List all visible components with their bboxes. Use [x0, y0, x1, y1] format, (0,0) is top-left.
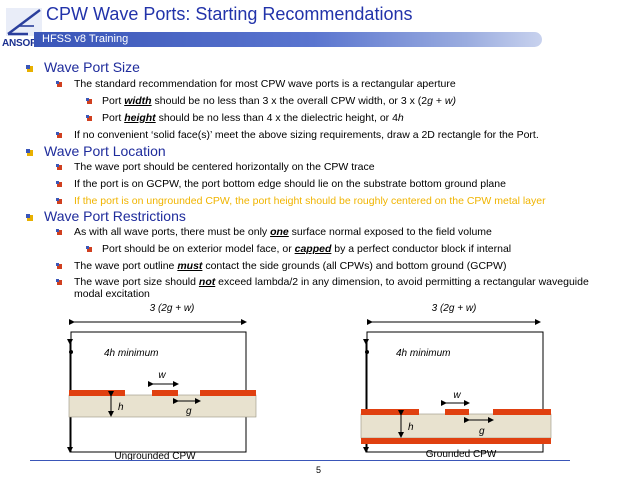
right-w-label: w	[453, 390, 461, 401]
grounded-cpw-diagram: 3 (2g + w) 4h minimum w h g Grounded CPW	[360, 303, 552, 460]
sub-bullet-icon	[56, 132, 62, 138]
ungrounded-cpw-diagram: 3 (2g + w) 4h minimum w h g Ungrounded C…	[67, 303, 257, 462]
restrictions-line-3: The wave port outline must contact the s…	[74, 260, 507, 272]
sub-bullet-icon	[56, 81, 62, 87]
section-heading-restrictions: Wave Port Restrictions	[44, 208, 186, 224]
sub-sub-bullet-icon	[86, 246, 92, 252]
left-ground-left	[69, 390, 125, 396]
right-caption: Grounded CPW	[426, 449, 497, 460]
right-ground-left	[361, 409, 419, 415]
left-w-label: w	[158, 370, 166, 381]
square-bullet-icon	[26, 65, 33, 72]
sub-bullet-icon	[56, 181, 62, 187]
left-g-label: g	[186, 406, 192, 417]
size-line-1: The standard recommendation for most CPW…	[74, 78, 456, 90]
square-bullet-icon	[26, 149, 33, 156]
left-center-trace	[152, 390, 178, 396]
restrictions-line-4: The wave port size should not exceed lam…	[74, 276, 589, 288]
left-width-label: 3 (2g + w)	[150, 303, 195, 314]
header-bar: HFSS v8 Training	[34, 32, 542, 47]
sub-bullet-icon	[56, 263, 62, 269]
size-line-4: If no convenient ‘solid face(s)’ meet th…	[74, 129, 539, 141]
square-bullet-icon	[26, 214, 33, 221]
right-width-label: 3 (2g + w)	[432, 303, 477, 314]
sub-bullet-icon	[56, 164, 62, 170]
section-heading-location: Wave Port Location	[44, 143, 166, 159]
logo-text: ANSOFT	[2, 38, 42, 49]
left-ground-right	[200, 390, 256, 396]
cpw-diagrams: 3 (2g + w) 4h minimum w h g Ungrounded C…	[67, 303, 552, 462]
location-line-2: If the port is on GCPW, the port bottom …	[74, 178, 506, 190]
left-substrate	[68, 394, 257, 418]
right-bottom-ground	[361, 438, 551, 444]
right-ground-right	[493, 409, 551, 415]
right-center-trace	[445, 409, 469, 415]
size-line-2: Port width should be no less than 3 x th…	[102, 95, 456, 107]
restrictions-line-2: Port should be on exterior model face, o…	[102, 243, 512, 255]
ansoft-logo-icon	[6, 8, 42, 36]
left-height-label: 4h minimum	[104, 348, 158, 359]
slide-title: CPW Wave Ports: Starting Recommendations	[46, 4, 413, 24]
right-h-label: h	[408, 422, 414, 433]
restrictions-line-1: As with all wave ports, there must be on…	[74, 226, 492, 238]
right-height-label: 4h minimum	[396, 348, 450, 359]
location-line-3: If the port is on ungrounded CPW, the po…	[74, 195, 546, 207]
sub-bullet-icon	[56, 198, 62, 204]
section-heading-size: Wave Port Size	[44, 59, 140, 75]
size-line-3: Port height should be no less than 4 x t…	[102, 112, 404, 124]
location-line-1: The wave port should be centered horizon…	[74, 161, 375, 173]
header-bar-label: HFSS v8 Training	[42, 33, 129, 45]
sub-bullet-icon	[56, 229, 62, 235]
footer-rule	[30, 460, 570, 461]
right-substrate	[360, 413, 552, 439]
sub-bullet-icon	[56, 279, 62, 285]
sub-sub-bullet-icon	[86, 115, 92, 121]
restrictions-line-5: modal excitation	[74, 288, 150, 300]
left-caption: Ungrounded CPW	[114, 451, 196, 462]
left-h-label: h	[118, 402, 124, 413]
sub-sub-bullet-icon	[86, 98, 92, 104]
right-g-label: g	[479, 426, 485, 437]
page-number: 5	[316, 465, 322, 475]
